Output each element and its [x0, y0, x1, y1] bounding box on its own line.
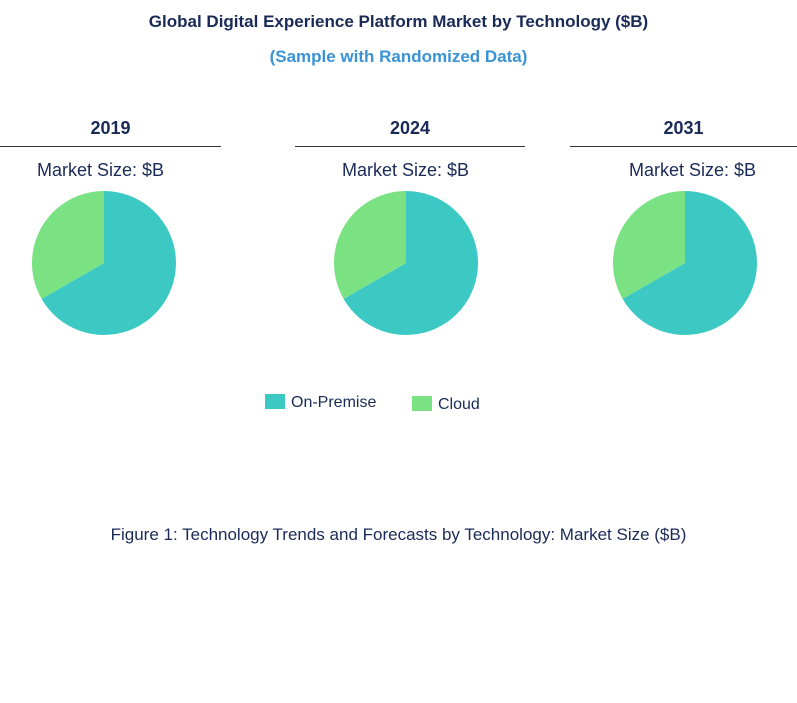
figure-caption: Figure 1: Technology Trends and Forecast…: [110, 525, 687, 544]
chart-subtitle: (Sample with Randomized Data): [269, 47, 528, 66]
chart-title: Global Digital Experience Platform Marke…: [148, 12, 649, 31]
panel-year: 2031: [570, 118, 797, 147]
legend-item-cloud: Cloud: [412, 396, 480, 414]
panel-year: 2019: [0, 118, 221, 147]
panel-market-size-label: Market Size: $B: [37, 160, 165, 180]
pie-slice-on-premise: [41, 191, 176, 335]
legend-swatch-cloud: [412, 396, 432, 411]
legend-label: On-Premise: [291, 394, 377, 411]
panel-market-size-label: Market Size: $B: [629, 160, 757, 180]
pie-slice-on-premise: [343, 191, 478, 335]
pie-chart-2019: [31, 191, 176, 335]
pie-slice-on-premise: [622, 191, 757, 335]
pie-panel-2031: 2031 Market Size: $B: [570, 118, 797, 335]
pie-slice-cloud: [31, 191, 104, 299]
legend-label: Cloud: [438, 396, 480, 413]
pie-chart-2024: [333, 191, 478, 335]
pie-slice-cloud: [612, 191, 685, 299]
pie-panel-2019: 2019 Market Size: $B: [0, 118, 221, 335]
pie-panel-2024: 2024 Market Size: $B: [295, 118, 525, 335]
legend-swatch-on-premise: [265, 394, 285, 409]
panel-market-size-label: Market Size: $B: [342, 160, 470, 180]
pie-chart-2031: [612, 191, 757, 335]
legend-item-on-premise: On-Premise: [265, 394, 376, 412]
panel-year: 2024: [295, 118, 525, 147]
pie-slice-cloud: [333, 191, 406, 299]
